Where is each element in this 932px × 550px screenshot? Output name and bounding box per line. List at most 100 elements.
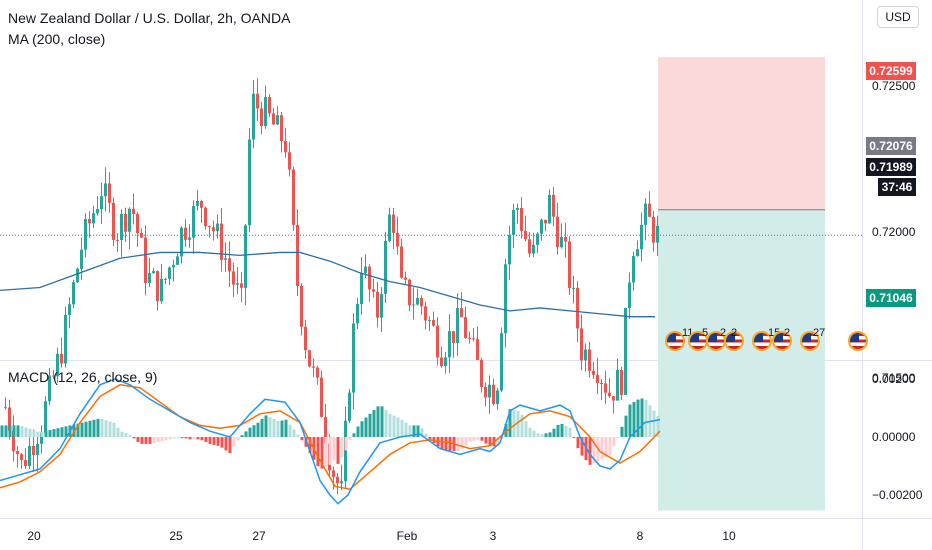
- candle-body: [460, 308, 463, 318]
- time-axis-tick: 8: [637, 529, 644, 543]
- macd-histogram-bar: [380, 406, 384, 437]
- candle-body: [304, 326, 307, 351]
- macd-indicator-label[interactable]: MACD (12, 26, close, 9): [8, 369, 158, 385]
- candle-body: [344, 420, 347, 482]
- macd-histogram-bar: [352, 433, 356, 437]
- candle-body: [356, 304, 359, 324]
- candle-body: [236, 283, 239, 285]
- macd-histogram-bar: [20, 426, 24, 437]
- candle-body: [136, 214, 139, 234]
- candle-body: [16, 451, 19, 455]
- us-flag-event-icon[interactable]: [665, 331, 685, 351]
- event-count-label: 5: [702, 327, 709, 339]
- macd-histogram-bar: [320, 437, 324, 469]
- macd-histogram-bar: [388, 413, 392, 437]
- candle-body: [440, 357, 443, 367]
- macd-histogram-bar: [136, 437, 140, 443]
- macd-histogram-bar: [540, 434, 544, 437]
- macd-axis-tick: 0.00000: [872, 430, 916, 444]
- currency-button[interactable]: USD: [877, 6, 919, 28]
- macd-histogram-bar: [572, 437, 576, 438]
- macd-histogram-bar: [152, 437, 156, 444]
- candle-body: [384, 240, 387, 294]
- flag-canton: [708, 333, 717, 342]
- us-flag-event-icon[interactable]: [800, 331, 820, 351]
- candle-body: [224, 258, 227, 260]
- macd-histogram-bar: [488, 437, 492, 447]
- macd-histogram-bar: [124, 433, 128, 437]
- time-axis-tick: 20: [27, 529, 41, 543]
- macd-histogram-bar: [472, 437, 476, 441]
- macd-histogram-bar: [608, 437, 612, 456]
- flag-canton: [802, 333, 811, 342]
- candle-body: [204, 207, 207, 227]
- macd-histogram-bar: [164, 437, 168, 441]
- candle-body: [616, 369, 619, 401]
- flag-canton: [754, 333, 763, 342]
- candle-body: [292, 169, 295, 225]
- candle-body: [424, 306, 427, 321]
- candle-body: [188, 237, 191, 240]
- macd-histogram-bar: [612, 437, 616, 447]
- us-flag-event-icon[interactable]: [848, 331, 868, 351]
- candle-body: [276, 115, 279, 125]
- macd-histogram-bar: [512, 410, 516, 437]
- macd-histogram-bar: [576, 437, 580, 449]
- macd-histogram-bar: [248, 427, 252, 437]
- candle-body: [72, 282, 75, 305]
- candle-body: [84, 218, 87, 250]
- candle-body: [288, 152, 291, 170]
- candle-body: [436, 325, 439, 358]
- candle-body: [504, 264, 507, 334]
- macd-histogram-bar: [460, 437, 464, 450]
- event-count-label: 2: [731, 327, 738, 339]
- macd-histogram-bar: [80, 422, 84, 437]
- candle-body: [296, 224, 299, 287]
- candle-body: [264, 97, 267, 127]
- candle-body: [524, 230, 527, 240]
- candle-body: [252, 93, 255, 140]
- candle-body: [60, 353, 63, 364]
- candle-body: [336, 476, 339, 484]
- price-axis-tick: 0.72500: [872, 79, 916, 93]
- candle-body: [380, 293, 383, 318]
- macd-histogram-bar: [520, 414, 524, 437]
- candle-body: [636, 249, 639, 257]
- macd-histogram-bar: [376, 406, 380, 437]
- candle-body: [408, 279, 411, 306]
- flag-canton: [850, 333, 859, 342]
- macd-histogram-bar: [92, 419, 96, 437]
- candle-body: [516, 207, 519, 210]
- macd-histogram-bar: [44, 430, 48, 437]
- macd-histogram-bar: [268, 417, 272, 437]
- macd-histogram-bar: [344, 437, 348, 451]
- macd-histogram-bar: [632, 402, 636, 437]
- candle-body: [420, 298, 423, 307]
- candle-body: [552, 194, 555, 217]
- macd-histogram-bar: [496, 437, 500, 447]
- candle-body: [612, 396, 615, 401]
- us-flag-event-icon[interactable]: [772, 331, 792, 351]
- macd-histogram-bar: [364, 417, 368, 437]
- macd-histogram-bar: [200, 437, 204, 441]
- candle-body: [656, 225, 659, 243]
- candle-body: [68, 304, 71, 315]
- candle-body: [180, 227, 183, 257]
- macd-histogram-bar: [544, 433, 548, 437]
- ma-indicator-label[interactable]: MA (200, close): [8, 31, 106, 47]
- macd-histogram-bar: [112, 422, 116, 437]
- us-flag-event-icon[interactable]: [752, 331, 772, 351]
- macd-histogram-bar: [252, 425, 256, 437]
- macd-histogram-bar: [220, 437, 224, 448]
- candle-body: [480, 359, 483, 387]
- us-flag-event-icon[interactable]: [724, 331, 744, 351]
- macd-histogram-bar: [348, 437, 352, 441]
- candle-body: [528, 239, 531, 254]
- candle-body: [588, 349, 591, 371]
- candle-body: [632, 256, 635, 283]
- candle-body: [36, 443, 39, 456]
- macd-histogram-bar: [644, 400, 648, 437]
- flag-canton: [774, 333, 783, 342]
- macd-histogram-bar: [4, 425, 8, 437]
